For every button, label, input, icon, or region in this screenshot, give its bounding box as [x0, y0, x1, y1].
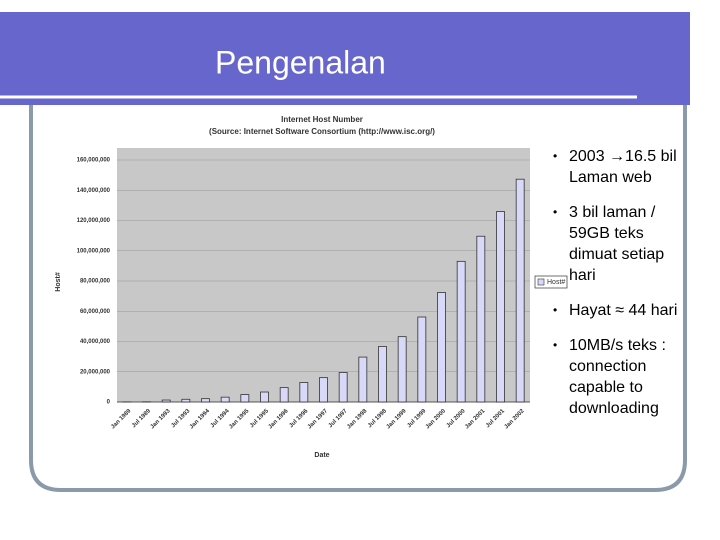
- y-tick-label: 140,000,000: [77, 188, 111, 194]
- bullet: Hayat ≈ 44 hari: [553, 300, 683, 321]
- bar: [476, 235, 486, 403]
- bar: [220, 396, 230, 403]
- bar: [515, 178, 525, 403]
- bar: [299, 382, 309, 403]
- chart-title: Internet Host Number: [281, 115, 363, 124]
- bar: [496, 211, 505, 403]
- y-axis-label: Host#: [55, 272, 62, 292]
- slide-frame: [29, 105, 687, 492]
- x-tick-label: Jan 1995: [228, 408, 251, 431]
- bar: [201, 398, 210, 403]
- bar: [319, 377, 328, 403]
- bullet-list: 2003 →16.5 bil Laman web 3 bil laman / 59…: [553, 146, 683, 433]
- y-tick-label: 80,000,000: [80, 279, 111, 285]
- y-tick-label: 40,000,000: [80, 339, 111, 345]
- x-tick-label: Jan 2000: [425, 408, 448, 431]
- y-tick-label: 160,000,000: [77, 158, 111, 164]
- x-tick-label: Jan 1996: [268, 408, 291, 431]
- x-tick-label: Jan 1994: [189, 408, 212, 431]
- legend-swatch: [537, 278, 545, 286]
- bar: [240, 394, 250, 403]
- x-tick-label: Jan 1997: [307, 408, 330, 431]
- x-tick-label: Jan 1993: [150, 408, 173, 431]
- x-tick-label: Jan 1998: [346, 408, 369, 431]
- y-tick-label: 120,000,000: [77, 218, 111, 224]
- slide-title: Pengenalan: [215, 44, 386, 80]
- bar: [456, 260, 466, 403]
- bar: [378, 346, 387, 403]
- y-tick-label: 100,000,000: [77, 248, 111, 254]
- x-tick-label: Jan 1999: [386, 408, 409, 431]
- x-tick-label: Jan 2001: [464, 408, 487, 431]
- chart-subtitle: (Source: Internet Software Consortium (h…: [209, 127, 435, 136]
- bar: [338, 372, 348, 403]
- bar: [279, 387, 289, 403]
- title-banner: [0, 12, 690, 105]
- bullet: 3 bil laman / 59GB teks dimuat setiap ha…: [553, 202, 683, 286]
- bar: [417, 316, 427, 403]
- y-tick-label: 0: [107, 400, 111, 406]
- x-tick-label: Jan 2002: [504, 408, 527, 431]
- bar: [358, 356, 368, 403]
- bar: [260, 391, 269, 403]
- bar: [181, 398, 191, 403]
- y-tick-label: 20,000,000: [80, 369, 111, 375]
- bullet: 2003 →16.5 bil Laman web: [553, 146, 683, 188]
- x-axis-label: Date: [314, 452, 329, 459]
- bar: [397, 336, 407, 403]
- bullet: 10MB/s teks : connection capable to down…: [553, 335, 683, 419]
- bar: [437, 292, 446, 403]
- y-tick-label: 60,000,000: [80, 309, 111, 315]
- plot-area: [117, 148, 530, 402]
- x-tick-label: Jan 1989: [110, 408, 133, 431]
- bar: [161, 399, 171, 403]
